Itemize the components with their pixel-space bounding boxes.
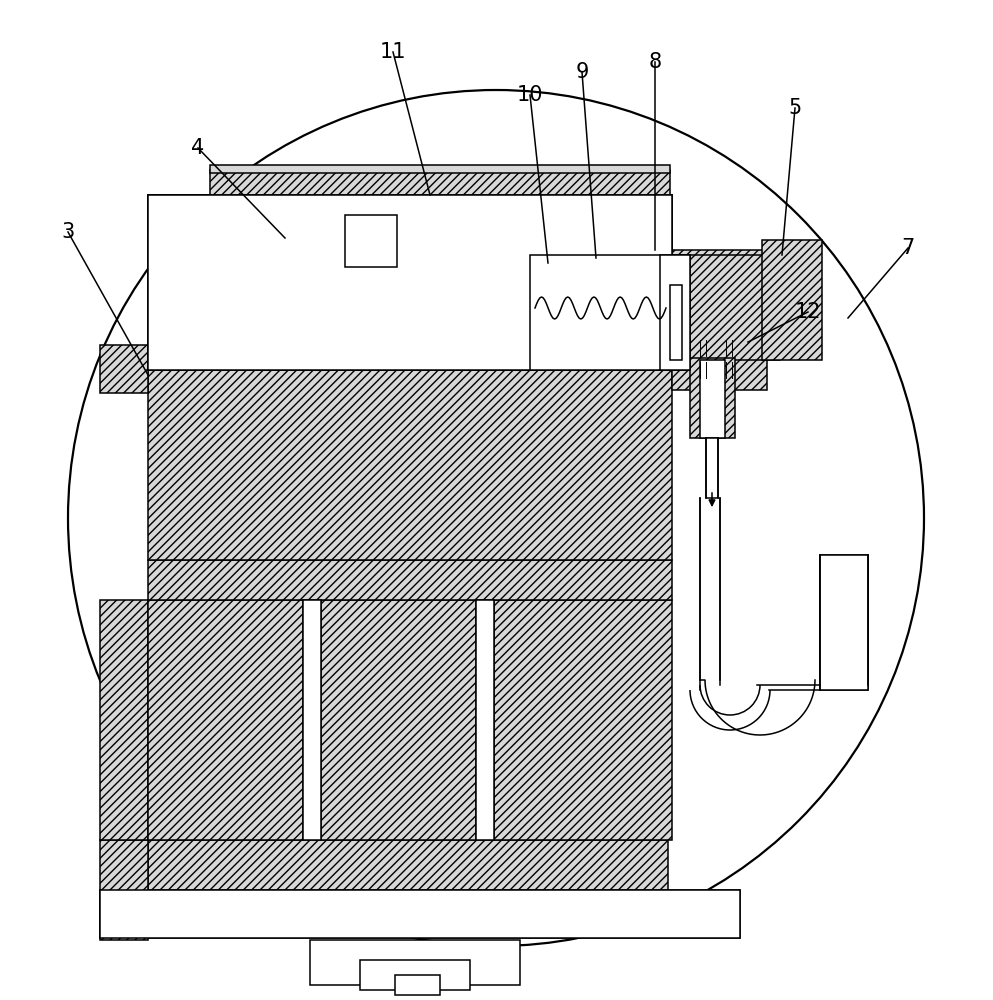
Bar <box>494 600 672 840</box>
Bar <box>690 255 780 360</box>
Bar <box>690 358 735 438</box>
Bar <box>700 360 725 438</box>
Bar <box>660 255 690 370</box>
Bar <box>100 345 148 393</box>
Text: 11: 11 <box>379 42 406 62</box>
Bar <box>100 890 740 938</box>
Bar <box>476 600 494 840</box>
Bar <box>820 555 868 690</box>
Bar <box>670 285 682 360</box>
Bar <box>148 195 672 370</box>
Bar <box>100 890 740 938</box>
Text: 7: 7 <box>902 238 915 258</box>
Text: 3: 3 <box>62 222 74 242</box>
Bar <box>360 960 470 990</box>
Text: 4: 4 <box>192 138 205 158</box>
Bar <box>762 240 822 360</box>
Text: 12: 12 <box>794 302 821 322</box>
Bar <box>706 438 718 498</box>
Bar <box>303 600 321 840</box>
Bar <box>321 600 476 840</box>
Bar <box>345 215 397 267</box>
Bar <box>148 195 210 225</box>
Bar <box>148 370 672 560</box>
Text: 9: 9 <box>575 62 589 82</box>
Bar <box>148 600 303 840</box>
Text: 8: 8 <box>648 52 661 72</box>
Bar <box>345 215 397 267</box>
Bar <box>148 195 672 370</box>
Text: 10: 10 <box>516 85 543 105</box>
Bar <box>310 940 520 985</box>
Bar <box>530 255 672 370</box>
Bar <box>660 255 690 370</box>
Bar <box>100 840 148 940</box>
Bar <box>672 250 767 390</box>
Bar <box>395 975 440 995</box>
Bar <box>100 600 148 840</box>
Text: 5: 5 <box>788 98 801 118</box>
Bar <box>210 170 670 195</box>
Bar <box>660 255 690 370</box>
Bar <box>148 560 672 600</box>
Bar <box>820 555 868 690</box>
Bar <box>210 165 670 173</box>
Bar <box>148 195 672 370</box>
Bar <box>148 840 668 890</box>
